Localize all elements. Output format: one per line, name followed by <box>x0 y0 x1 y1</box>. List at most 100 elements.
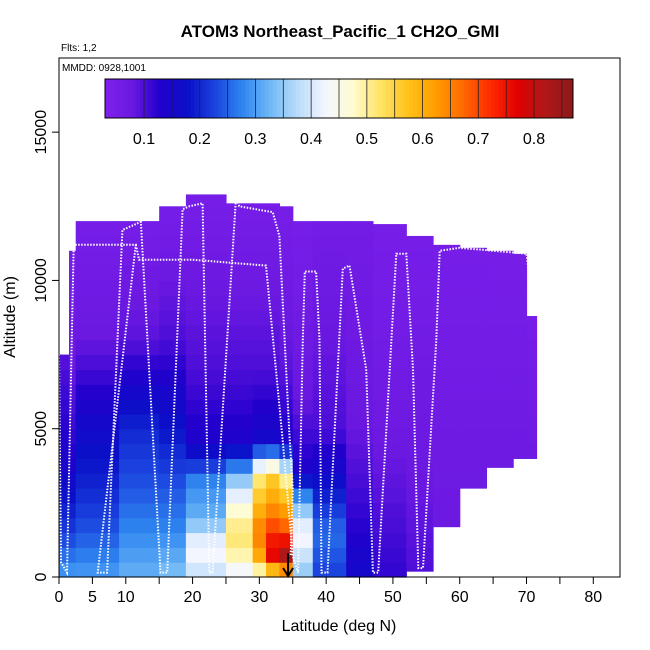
heatmap-cell <box>119 502 160 519</box>
heatmap-cell <box>312 324 347 341</box>
colorbar-tick-label: 0.3 <box>244 131 266 148</box>
heatmap-cell <box>159 265 187 282</box>
heatmap-cell <box>159 384 187 400</box>
heatmap-cell <box>59 413 70 430</box>
heatmap-cell <box>59 532 70 548</box>
heatmap-cell <box>526 443 538 459</box>
heatmap-cell <box>292 221 314 237</box>
heatmap-cell <box>279 250 294 267</box>
heatmap-cell <box>252 369 267 385</box>
heatmap-cell <box>312 458 347 474</box>
colorbar-swatch <box>424 79 430 118</box>
heatmap-cell <box>119 384 160 400</box>
heatmap-cell <box>406 399 434 415</box>
heatmap-cell <box>119 369 160 385</box>
heatmap-cell <box>279 280 294 296</box>
heatmap-cell <box>372 399 407 415</box>
heatmap-cell <box>252 324 267 341</box>
colorbar-swatch <box>370 79 375 118</box>
colorbar-swatch <box>214 79 219 118</box>
heatmap-cell <box>346 517 374 534</box>
colorbar-swatch <box>378 79 383 118</box>
heatmap-cell <box>433 428 461 445</box>
heatmap-cell <box>459 399 488 415</box>
heatmap-cell <box>312 295 347 311</box>
colorbar-swatch <box>452 79 457 118</box>
colorbar-swatch <box>272 79 278 118</box>
heatmap-cell <box>513 413 528 430</box>
heatmap-cell <box>159 310 187 326</box>
y-tick-label: 15000 <box>33 110 50 155</box>
colorbar-swatch <box>362 79 367 118</box>
heatmap-cell <box>75 280 120 296</box>
heatmap-cell <box>252 310 267 326</box>
heatmap-cell <box>185 250 227 267</box>
heatmap-cell <box>75 428 120 445</box>
heatmap-cell <box>159 221 187 237</box>
heatmap-cell <box>459 428 488 445</box>
heatmap-cell <box>75 532 120 548</box>
colorbar-swatch <box>549 79 554 118</box>
heatmap-cell <box>312 562 347 578</box>
colorbar-swatch <box>183 79 188 118</box>
heatmap-cell <box>252 428 267 445</box>
heatmap-cell <box>75 354 120 370</box>
colorbar-swatch <box>167 79 172 118</box>
heatmap-cell <box>433 280 461 296</box>
heatmap-cell <box>513 280 528 296</box>
heatmap-cell <box>59 384 70 400</box>
heatmap-cell <box>185 194 227 207</box>
colorbar-swatch <box>514 79 519 118</box>
heatmap-cell <box>225 221 254 237</box>
heatmap-cell <box>252 354 267 370</box>
colorbar-swatch <box>354 79 359 118</box>
heatmap-cell <box>372 250 407 267</box>
heatmap-cell <box>312 250 347 267</box>
heatmap-cell <box>292 250 314 267</box>
heatmap-cell <box>225 502 254 519</box>
heatmap-cell <box>225 473 254 489</box>
colorbar-swatch <box>518 79 523 118</box>
heatmap-cell <box>75 369 120 385</box>
heatmap-cell <box>252 280 267 296</box>
heatmap-cell <box>433 473 461 489</box>
heatmap-cell <box>433 295 461 311</box>
colorbar-swatch <box>432 79 437 118</box>
location-marker <box>282 553 294 578</box>
heatmap-cell <box>185 369 227 385</box>
colorbar-swatch <box>487 79 492 118</box>
heatmap-cell <box>159 547 187 563</box>
heatmap-cell <box>279 488 294 504</box>
heatmap-cell <box>75 399 120 415</box>
heatmap-cell <box>312 517 347 534</box>
heatmap-cell <box>433 324 461 341</box>
x-tick-label: 80 <box>584 589 602 606</box>
heatmap-cell <box>119 458 160 474</box>
heatmap-cell <box>292 502 314 519</box>
heatmap-cell <box>252 413 267 430</box>
heatmap-cell <box>225 235 254 252</box>
colorbar-swatch <box>268 79 274 118</box>
heatmap-cell <box>406 428 434 445</box>
colorbar-swatch <box>471 79 476 118</box>
heatmap-cell <box>526 428 538 445</box>
heatmap-cell <box>486 443 514 459</box>
heatmap-cell <box>459 250 488 267</box>
x-tick-label: 0 <box>55 589 64 606</box>
heatmap-cell <box>119 547 160 563</box>
y-tick-label: 10000 <box>33 258 50 303</box>
heatmap-cell <box>252 473 267 489</box>
heatmap-cell <box>346 399 374 415</box>
heatmap-cell <box>406 413 434 430</box>
colorbar-swatch <box>194 79 200 118</box>
heatmap-cell <box>69 250 77 267</box>
heatmap-cell <box>406 265 434 282</box>
colorbar-swatch <box>112 79 118 118</box>
heatmap-cell <box>312 532 347 548</box>
heatmap-cell <box>486 384 514 400</box>
colorbar-swatch <box>237 79 242 118</box>
heatmap-cell <box>486 310 514 326</box>
colorbar-tick-label: 0.6 <box>411 131 433 148</box>
colorbar-tick-label: 0.2 <box>189 131 211 148</box>
heatmap-cell <box>406 458 434 474</box>
